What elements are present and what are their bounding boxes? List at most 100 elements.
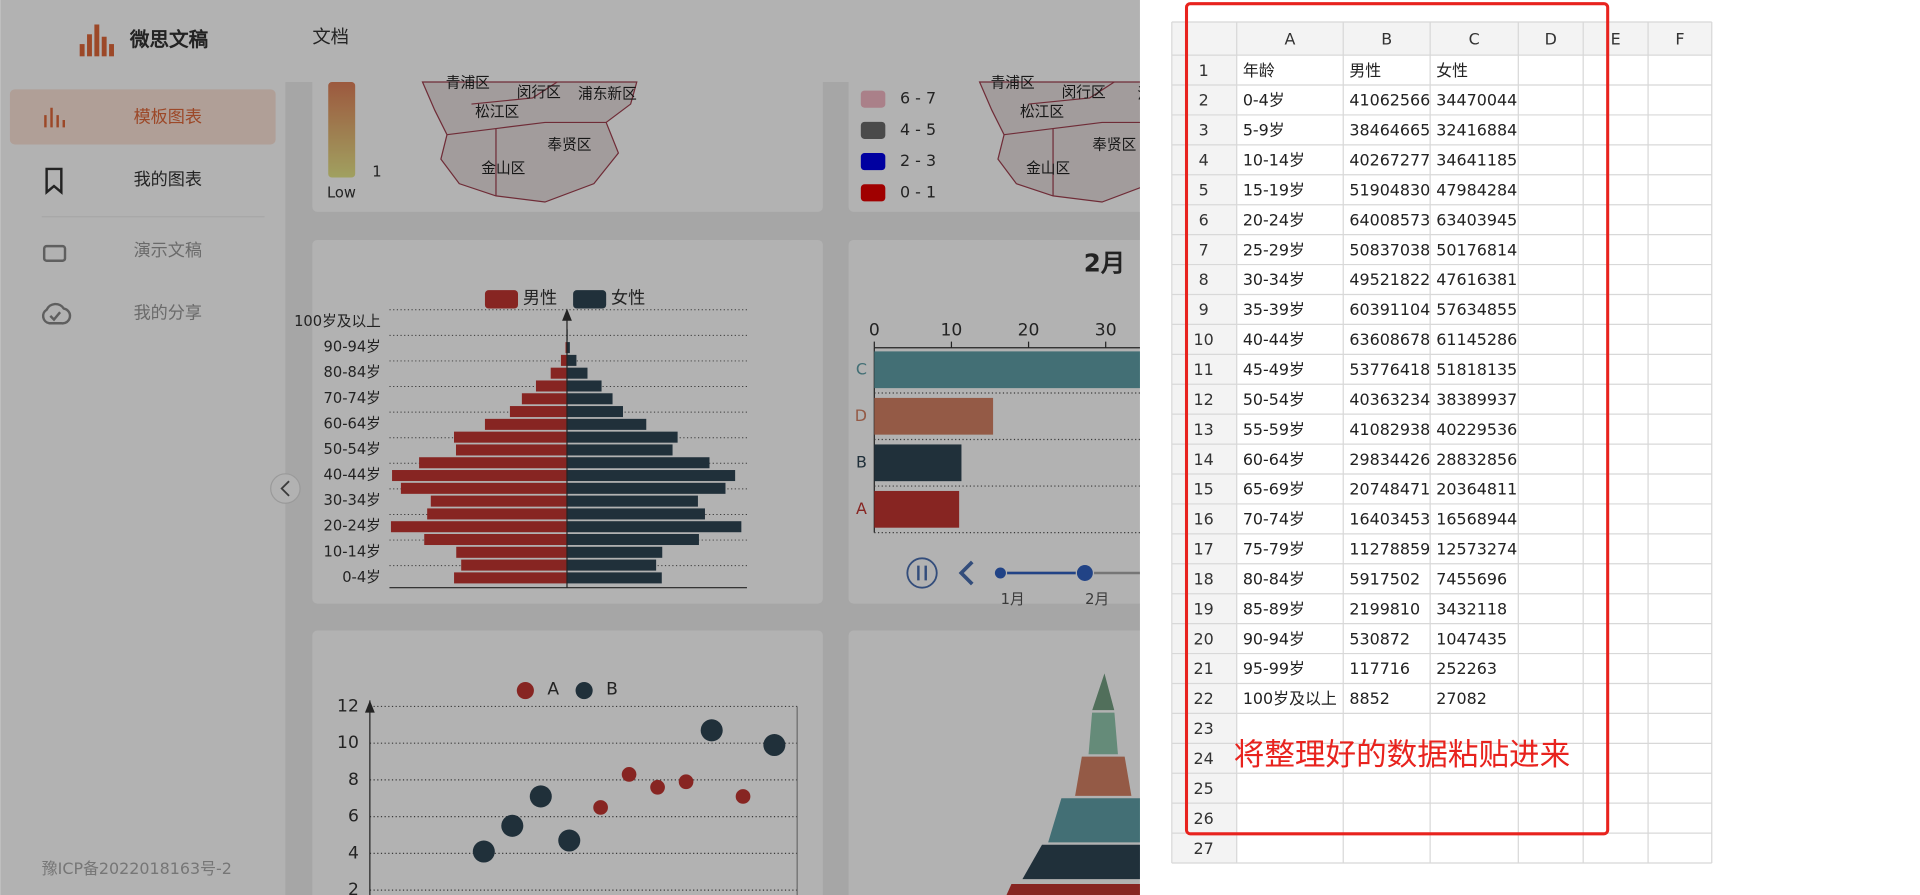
- legend-label: 男性: [523, 289, 557, 309]
- column-header: C: [1469, 29, 1480, 48]
- row-number: 1: [1199, 61, 1209, 80]
- modal-overlay: [0, 0, 1140, 895]
- bar: [427, 508, 567, 520]
- bar: [484, 418, 567, 430]
- axis-arrow: [364, 700, 375, 713]
- bar: [566, 342, 570, 354]
- row-number: 8: [1199, 270, 1209, 289]
- legend-swatch: [860, 153, 886, 171]
- cell-text: 57634855: [1436, 300, 1517, 319]
- bar: [874, 444, 962, 482]
- row-number: 10: [1194, 330, 1214, 349]
- scatter-point: [763, 733, 786, 757]
- bar: [566, 354, 577, 366]
- legend-label: 0 - 1: [900, 182, 936, 201]
- row-number: 24: [1194, 749, 1214, 768]
- cell-text: 40267277: [1349, 151, 1430, 170]
- cell-text: 34470044: [1436, 91, 1517, 110]
- timeline-label: 1月: [1001, 591, 1025, 608]
- bar: [392, 470, 567, 482]
- app-background: 微思文稿 文档 模板图表 我的图表 演示文稿 我的分享 豫ICP备2022018…: [0, 0, 1140, 895]
- cell-text: 100岁及以上: [1243, 689, 1337, 708]
- cell-text: 5917502: [1349, 569, 1420, 588]
- bar: [550, 367, 567, 379]
- row-number: 21: [1194, 659, 1214, 678]
- play-button[interactable]: [906, 557, 938, 589]
- pause-icon: [917, 565, 927, 581]
- row-number: 17: [1194, 540, 1214, 559]
- bar: [566, 559, 657, 571]
- cell-text: 41062566: [1349, 91, 1430, 110]
- collapse-button[interactable]: [270, 473, 301, 504]
- sidebar-item[interactable]: 我的图表: [134, 170, 203, 190]
- cell-text: 51904830: [1349, 180, 1430, 199]
- row-number: 11: [1194, 360, 1214, 379]
- cell-text: 63608678: [1349, 330, 1430, 349]
- scatter-point: [621, 767, 637, 782]
- sidebar-item[interactable]: 模板图表: [134, 108, 203, 128]
- row-number: 14: [1194, 450, 1214, 469]
- bar: [390, 521, 567, 533]
- nav-link[interactable]: 文档: [312, 27, 349, 48]
- sidebar-icons: [41, 107, 72, 325]
- timeline-dot: [1075, 563, 1095, 583]
- logo-text: 微思文稿: [129, 28, 209, 51]
- y-tick-label: 80-84岁: [324, 364, 381, 381]
- cell-text: 50176814: [1436, 240, 1517, 259]
- row-number: 23: [1194, 719, 1214, 738]
- cell-text: 63403945: [1436, 210, 1517, 229]
- scatter-point: [593, 800, 608, 815]
- y-tick-label: 30-34岁: [324, 492, 381, 509]
- scatter-point: [678, 774, 694, 790]
- visual-map-label: 1: [372, 164, 381, 181]
- cell-text: 61145286: [1436, 330, 1517, 349]
- cell-text: 0-4岁: [1243, 91, 1285, 110]
- bar: [566, 367, 588, 379]
- scatter-point: [501, 814, 524, 837]
- bar: [566, 495, 698, 507]
- bar: [566, 508, 705, 520]
- map-label: 青浦区: [991, 74, 1035, 91]
- y-tick-label: 20-24岁: [324, 518, 381, 535]
- legend-swatch: [484, 290, 519, 309]
- pyramid-top: [1092, 673, 1115, 711]
- rownum-bg: [1171, 22, 1237, 864]
- row-number: 20: [1194, 629, 1214, 648]
- cell-text: 90-94岁: [1243, 629, 1305, 648]
- cell-text: 27082: [1436, 689, 1487, 708]
- column-header: B: [1381, 29, 1392, 48]
- cell-text: 12573274: [1436, 540, 1517, 559]
- cell-text: 40363234: [1349, 390, 1430, 409]
- timeline-label: 2月: [1085, 591, 1109, 608]
- sidebar-item[interactable]: 我的分享: [134, 303, 203, 323]
- bar: [566, 572, 662, 584]
- map-label: 闵行区: [1062, 84, 1106, 101]
- cell-text: 252263: [1436, 659, 1497, 678]
- visual-map-bar: [328, 82, 356, 178]
- cell-text: 51818135: [1436, 360, 1517, 379]
- y-tick-label: 70-74岁: [324, 390, 381, 407]
- pyramid-layer: [1022, 844, 1140, 880]
- y-tick-label: 12: [337, 696, 359, 716]
- sidebar-item[interactable]: 演示文稿: [134, 241, 203, 261]
- y-tick-label: 90-94岁: [324, 339, 381, 356]
- row-number: 13: [1194, 420, 1214, 439]
- y-tick-label: 50-54岁: [324, 441, 381, 458]
- cell-text: 53776418: [1349, 360, 1430, 379]
- cell-text: 女性: [1436, 61, 1468, 80]
- bar: [566, 406, 623, 418]
- cell-text: 65-69岁: [1243, 480, 1305, 499]
- map-label: 金山区: [1026, 160, 1070, 177]
- bar: [419, 457, 567, 469]
- row-number: 9: [1199, 300, 1209, 319]
- bar: [566, 534, 699, 546]
- cell-text: 16568944: [1436, 510, 1517, 529]
- legend-label: 4 - 5: [900, 120, 936, 139]
- y-tick-label: C: [856, 359, 867, 378]
- x-tick-label: 20: [1018, 321, 1040, 341]
- cell-text: 32416884: [1436, 121, 1517, 140]
- card: [312, 630, 823, 895]
- cell-text: 40229536: [1436, 420, 1517, 439]
